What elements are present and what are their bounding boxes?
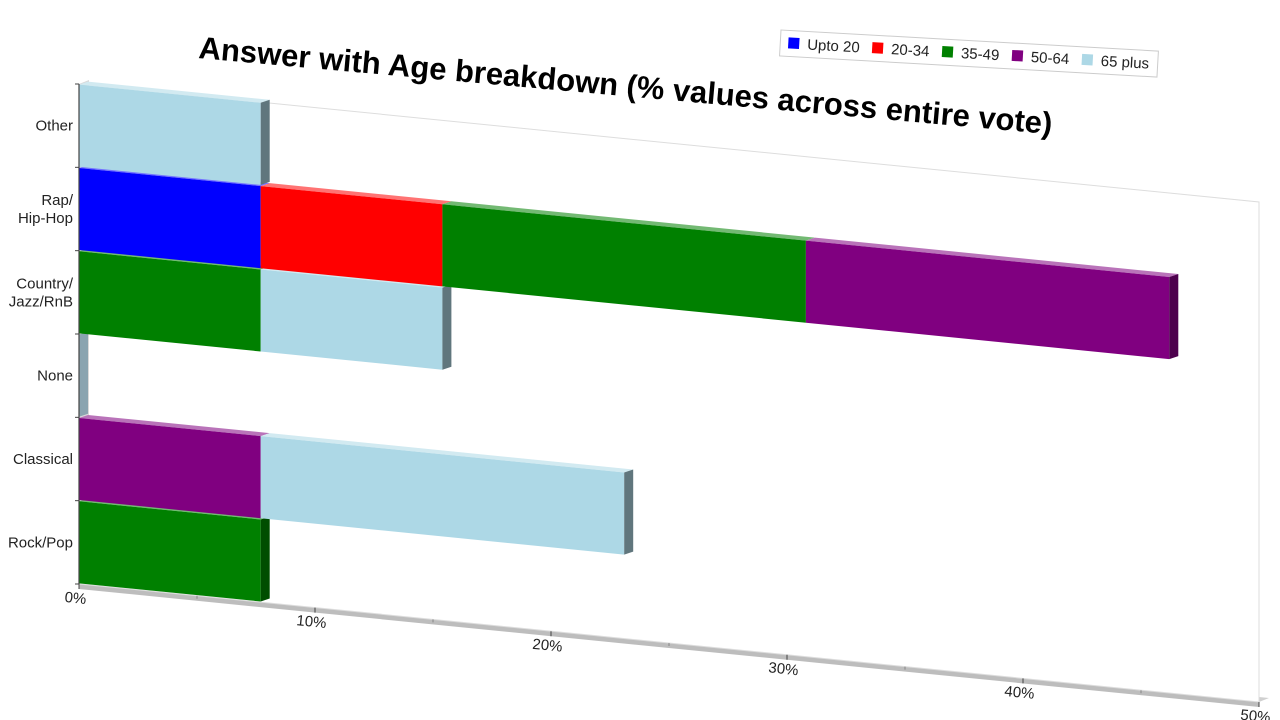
- legend-box-group: Upto 20 20-34 35-49 50-64 65 plus: [779, 29, 1159, 78]
- bar-side: [260, 516, 270, 602]
- bar-segment: [79, 501, 261, 602]
- bar-top: [79, 415, 270, 437]
- category-label: Rap/Hip-Hop: [18, 192, 74, 227]
- bar-segment: [79, 418, 261, 519]
- bar-side: [1169, 274, 1179, 360]
- bar-top: [442, 201, 815, 241]
- legend-swatch: [1011, 49, 1024, 62]
- bar-side-empty: [79, 331, 88, 417]
- legend-label: 20-34: [891, 41, 930, 60]
- legend: Upto 20 20-34 35-49 50-64 65 plus: [779, 29, 1159, 78]
- bar-side: [260, 99, 270, 185]
- bar-top: [805, 237, 1179, 277]
- bar-segment: [260, 186, 443, 287]
- legend-swatch: [871, 42, 884, 54]
- axes: Rock/Pop Classical None Country/Jazz/RnB Rap…: [8, 83, 1272, 720]
- legend-swatch: [941, 46, 954, 58]
- bar-top: [79, 81, 270, 103]
- category-label: Rock/Pop: [8, 534, 73, 551]
- value-tick-label: 10%: [296, 612, 328, 632]
- bar-side: [624, 469, 634, 555]
- value-tick-label: 0%: [64, 589, 87, 608]
- legend-label: 35-49: [960, 45, 999, 64]
- category-label: None: [37, 368, 73, 385]
- bar-segment: [442, 204, 806, 323]
- bar-segment: [805, 240, 1170, 360]
- value-tick-label: 50%: [1240, 707, 1272, 720]
- legend-box: [779, 29, 1159, 78]
- category-label: Other: [35, 118, 73, 135]
- bar-side: [442, 284, 452, 370]
- value-tick-label: 30%: [768, 659, 800, 679]
- bar-segment: [260, 436, 625, 555]
- legend-swatch: [787, 37, 800, 50]
- bars: [79, 81, 1179, 602]
- bar-top: [260, 433, 634, 473]
- legend-label: 50-64: [1030, 49, 1069, 68]
- value-tick-label: 40%: [1004, 683, 1036, 703]
- category-label: Country/Jazz/RnB: [9, 275, 74, 310]
- bar-top: [260, 183, 452, 205]
- bar-segment: [79, 251, 261, 352]
- legend-label: 65 plus: [1100, 53, 1149, 73]
- value-tick-label: 20%: [532, 636, 564, 656]
- legend-swatch: [1081, 53, 1094, 66]
- bar-segment: [260, 269, 443, 370]
- bar-segment: [79, 168, 261, 269]
- legend-label: Upto 20: [807, 36, 860, 56]
- category-label: Classical: [13, 451, 73, 468]
- bar-segment: [79, 84, 261, 185]
